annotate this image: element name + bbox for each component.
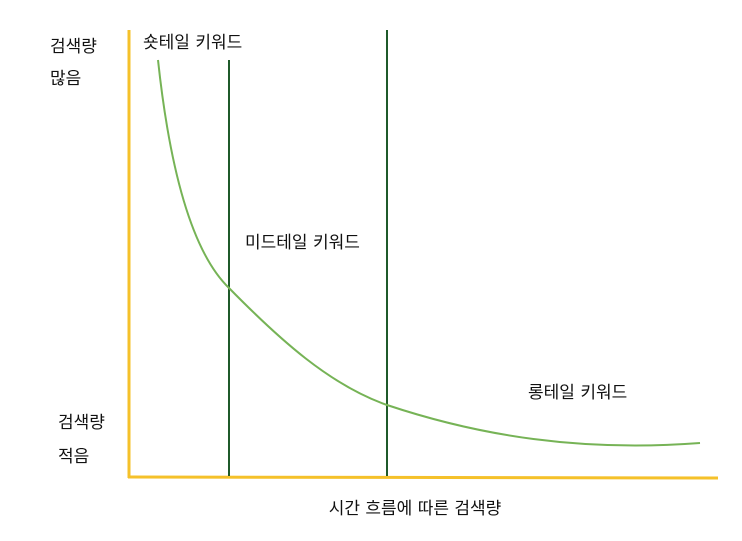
region-label: 미드테일 키워드 — [245, 233, 360, 253]
y-bottom-label: 검색량 — [58, 413, 105, 433]
demand-curve — [157, 59, 701, 447]
x-axis — [127, 475, 719, 480]
region-label: 롱테일 키워드 — [528, 383, 627, 403]
y-top-label: 검색량 — [50, 37, 97, 57]
y-bottom-label: 적음 — [58, 447, 89, 467]
region-label: 숏테일 키워드 — [143, 33, 242, 53]
x-axis-label: 시간 흐름에 따른 검색량 — [329, 499, 502, 519]
y-top-label: 많음 — [50, 69, 81, 89]
